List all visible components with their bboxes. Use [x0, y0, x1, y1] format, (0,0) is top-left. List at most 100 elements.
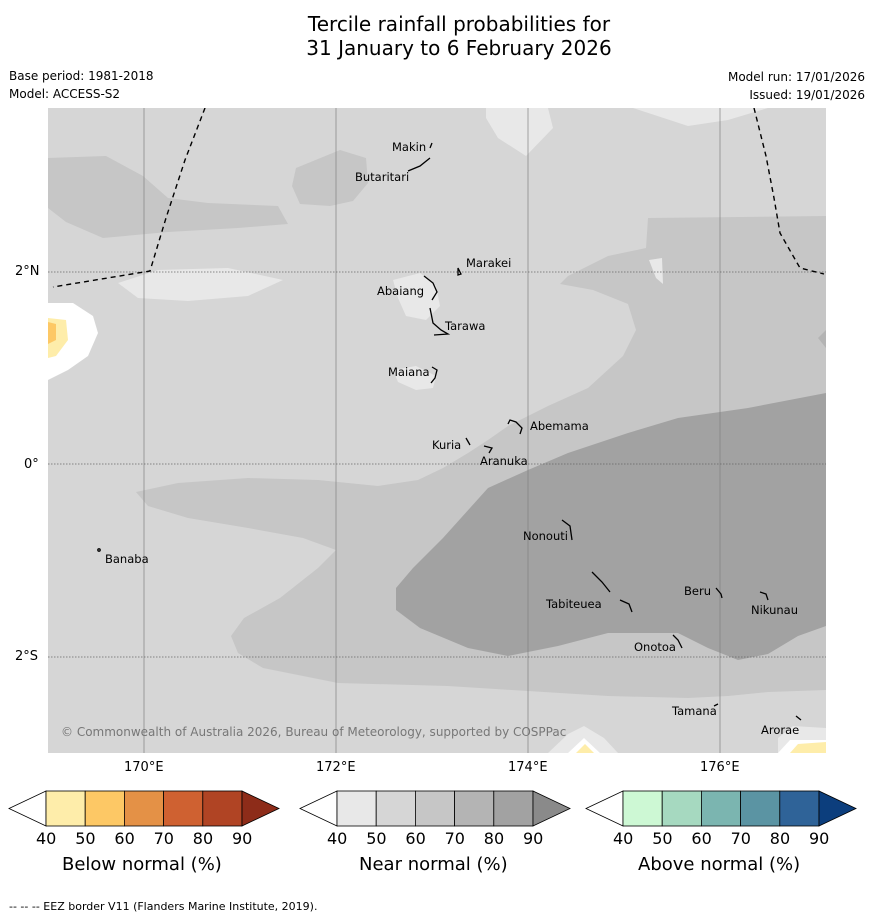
island-label-tarawa: Tarawa [444, 319, 485, 333]
island-label-onotoa: Onotoa [634, 640, 676, 654]
near-normal-tick-50: 50 [366, 829, 387, 848]
eez-legend-footer: -- -- -- EEZ border V11 (Flanders Marine… [9, 900, 318, 913]
near-normal-40-50-patch [393, 273, 440, 320]
island-label-aranuka: Aranuka [480, 454, 528, 468]
marakei-outline [457, 267, 462, 276]
near-normal-70-80-region [396, 393, 826, 660]
near-normal-colorbar-segment-70-80 [454, 790, 495, 827]
near-normal-colorbar-segment-80-90 [493, 790, 534, 827]
below-normal-40-50-region [790, 742, 826, 753]
title-line-1: Tercile rainfall probabilities for [307, 12, 611, 36]
graticule [143, 108, 721, 753]
near-normal-tick-70: 70 [444, 829, 465, 848]
chart-title: Tercile rainfall probabilities for 31 Ja… [0, 12, 873, 60]
below-normal-colorbar-segment-80-90 [202, 790, 243, 827]
tabiteuea-outline-south [619, 599, 633, 613]
island-label-tabiteuea: Tabiteuea [545, 597, 602, 611]
lat-label-2n: 2°N [15, 264, 40, 279]
rainfall-probability-map: Makin Butaritari Marakei Abaiang Tarawa … [48, 108, 826, 753]
below-normal-tick-50: 50 [75, 829, 96, 848]
below-normal-tick-70: 70 [153, 829, 174, 848]
near-normal-colorbar-segment-40-50 [336, 790, 377, 827]
island-label-abaiang: Abaiang [377, 284, 424, 298]
above-normal-colorbar-segment-40-50 [622, 790, 663, 827]
nonouti-outline [561, 519, 573, 541]
maiana-outline [430, 366, 438, 384]
near-normal-40-50-patch [118, 268, 283, 301]
below-normal-colorbar-segment-40-50 [45, 790, 86, 827]
nikunau-outline [759, 591, 769, 601]
above-normal-label: Above normal (%) [638, 854, 801, 875]
base-period: Base period: 1981-2018 [9, 69, 154, 83]
eez-border-east [753, 108, 825, 275]
above-normal-colorbar [585, 790, 857, 827]
lon-label-170e: 170°E [124, 760, 164, 775]
lat-label-2s: 2°S [15, 649, 39, 664]
abemama-outline [507, 419, 523, 435]
island-labels: Makin Butaritari Marakei Abaiang Tarawa … [105, 140, 799, 737]
island-label-butaritari: Butaritari [355, 170, 409, 184]
near-normal-colorbar-segment-60-70 [415, 790, 456, 827]
below-normal-colorbar-high-extend [241, 790, 280, 827]
below-normal-colorbar [8, 790, 280, 827]
onotoa-outline [672, 634, 683, 649]
kuria-outline [465, 437, 471, 446]
tarawa-outline [429, 307, 451, 336]
below-normal-colorbar-segment-60-70 [124, 790, 165, 827]
near-normal-40-50-patch [393, 366, 436, 390]
copyright-notice: © Commonwealth of Australia 2026, Bureau… [61, 725, 566, 739]
near-normal-40-50-patch [486, 108, 553, 156]
below-normal-tick-60: 60 [114, 829, 135, 848]
near-normal-label: Near normal (%) [359, 854, 508, 875]
below-normal-tick-90: 90 [232, 829, 253, 848]
near-normal-colorbar-low-extend [299, 790, 338, 827]
island-label-nonouti: Nonouti [523, 529, 568, 543]
island-label-nikunau: Nikunau [751, 603, 798, 617]
aranuka-outline [483, 445, 494, 454]
near-normal-colorbar-segment-50-60 [375, 790, 416, 827]
above-normal-colorbar-segment-50-60 [661, 790, 702, 827]
near-normal-tick-40: 40 [327, 829, 348, 848]
above-normal-tick-80: 80 [769, 829, 791, 848]
latitude-lines [48, 271, 826, 658]
island-label-makin: Makin [392, 140, 426, 154]
model-name: Model: ACCESS-S2 [9, 87, 121, 101]
below-normal-colorbar-segment-50-60 [84, 790, 125, 827]
island-label-banaba: Banaba [105, 552, 149, 566]
below-normal-tick-80: 80 [192, 829, 214, 848]
near-normal-40-50-patch [649, 258, 663, 284]
lon-label-174e: 174°E [508, 760, 548, 775]
below-normal-label: Below normal (%) [62, 854, 222, 875]
eez-border [52, 108, 825, 288]
island-label-beru: Beru [684, 584, 711, 598]
issued-date: Issued: 19/01/2026 [749, 88, 865, 102]
lon-label-176e: 176°E [700, 760, 740, 775]
near-normal-60-70-region [48, 156, 288, 238]
below-normal-40-50-region [576, 744, 594, 753]
below-normal-tick-40: 40 [36, 829, 57, 848]
tabiteuea-outline-north [591, 571, 611, 593]
island-label-kuria: Kuria [432, 438, 461, 452]
makin-outline [429, 142, 433, 149]
above-normal-colorbar-segment-60-70 [701, 790, 742, 827]
island-label-arorae: Arorae [761, 723, 799, 737]
below-normal-colorbar-low-extend [8, 790, 47, 827]
near-normal-tick-90: 90 [523, 829, 544, 848]
above-normal-tick-50: 50 [652, 829, 673, 848]
eez-border-west [52, 108, 206, 288]
above-normal-colorbar-high-extend [818, 790, 857, 827]
near-normal-colorbar [299, 790, 571, 827]
near-normal-60-70-region [292, 150, 368, 206]
above-normal-colorbar-segment-70-80 [740, 790, 781, 827]
above-normal-colorbar-low-extend [585, 790, 624, 827]
tamana-outline [713, 703, 719, 707]
abaiang-outline [423, 275, 438, 301]
above-normal-tick-90: 90 [809, 829, 830, 848]
near-normal-colorbar-high-extend [532, 790, 571, 827]
banaba-outline [97, 548, 101, 552]
arorae-outline [795, 715, 802, 721]
above-normal-tick-40: 40 [613, 829, 634, 848]
near-normal-tick-80: 80 [483, 829, 505, 848]
above-normal-tick-70: 70 [730, 829, 751, 848]
above-normal-tick-60: 60 [691, 829, 712, 848]
